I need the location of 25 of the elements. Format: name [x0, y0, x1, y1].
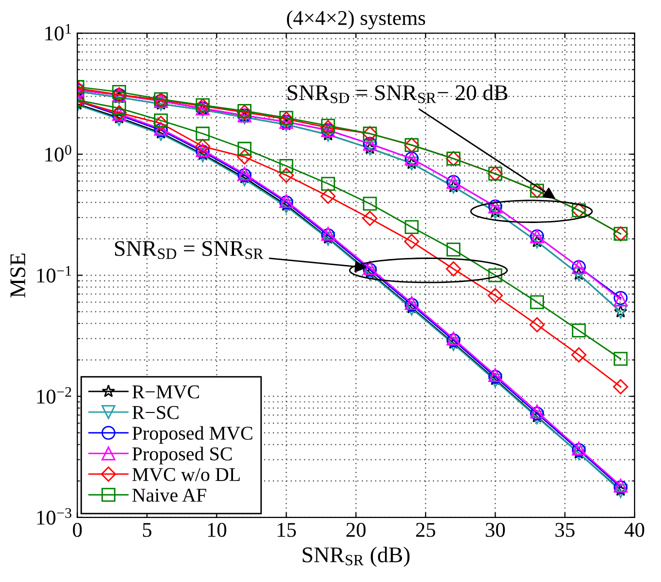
chart-title: (4×4×2) systems [286, 10, 426, 30]
legend-label: R−SC [132, 406, 178, 420]
y-tick-label: 10$^{−3}$ [37, 508, 72, 525]
legend-label: Proposed SC [132, 446, 232, 464]
x-tick-label: 5 [142, 523, 152, 537]
legend-label: Naive AF [132, 488, 206, 502]
annotation: SNR$_{SD}$ = SNR$_{SR}$− 20 dB [288, 84, 508, 104]
legend-label: MVC w/o DL [132, 468, 240, 482]
legend-label: R−MVC [132, 385, 199, 399]
y-axis-title: MSE [10, 254, 26, 298]
legend-label: Proposed MVC [132, 426, 252, 444]
x-tick-label: 30 [486, 522, 505, 537]
x-tick-label: 35 [555, 522, 575, 537]
x-tick-label: 40 [624, 522, 644, 537]
y-tick-label: 10$^{0}$ [45, 145, 72, 162]
y-tick-label: 10$^{−1}$ [37, 266, 72, 283]
x-tick-label: 15 [278, 522, 296, 537]
annotation: SNR$_{SD}$ = SNR$_{SR}$ [115, 241, 264, 260]
x-tick-label: 20 [346, 522, 366, 537]
y-tick-label: 10$^{−2}$ [37, 387, 72, 404]
y-tick-label: 10$^{1}$ [45, 24, 71, 40]
x-tick-label: 10 [208, 522, 226, 537]
x-tick-label: 25 [416, 522, 436, 537]
x-axis-title: SNR$_{SR}$ (dB) [302, 546, 410, 567]
x-tick-label: 0 [72, 522, 82, 537]
